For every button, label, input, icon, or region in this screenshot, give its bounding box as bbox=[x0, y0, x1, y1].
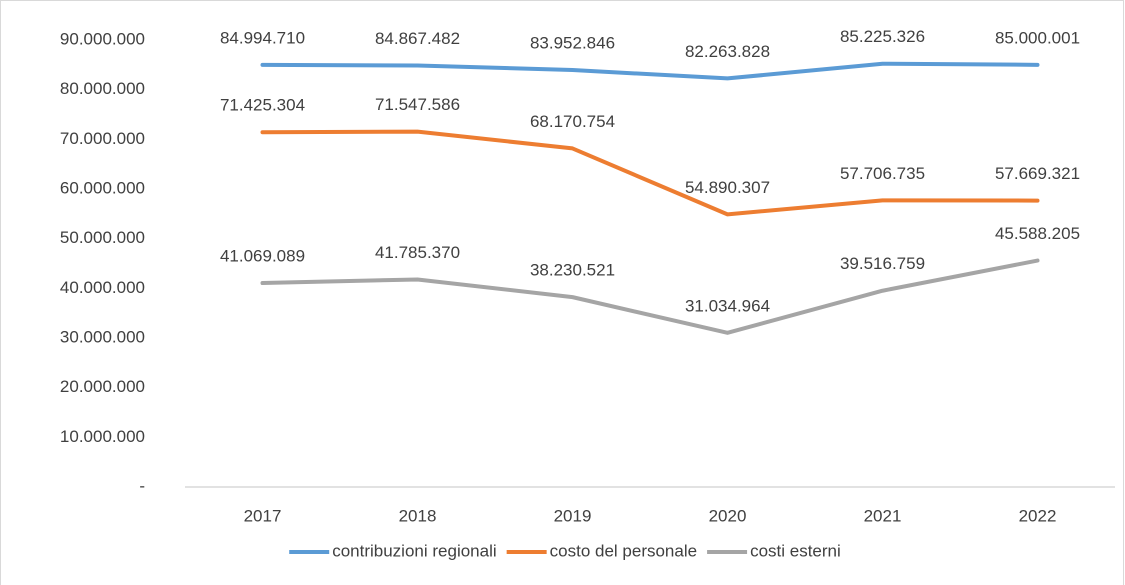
data-label: 84.867.482 bbox=[375, 29, 460, 48]
series-line bbox=[260, 61, 1040, 81]
data-label: 85.225.326 bbox=[840, 27, 925, 46]
series-line bbox=[260, 258, 1040, 335]
data-label: 71.425.304 bbox=[220, 96, 305, 115]
data-label: 41.785.370 bbox=[375, 243, 460, 262]
y-tick-label: 60.000.000 bbox=[60, 178, 145, 197]
y-tick-label: 10.000.000 bbox=[60, 427, 145, 446]
x-tick-label: 2021 bbox=[864, 506, 902, 525]
data-label: 31.034.964 bbox=[685, 296, 770, 315]
legend-label: costi esterni bbox=[750, 541, 841, 560]
data-label: 41.069.089 bbox=[220, 247, 305, 266]
x-tick-label: 2017 bbox=[244, 506, 282, 525]
x-tick-label: 2019 bbox=[554, 506, 592, 525]
y-tick-label: 20.000.000 bbox=[60, 377, 145, 396]
y-tick-label: 30.000.000 bbox=[60, 327, 145, 346]
series-line bbox=[260, 129, 1040, 217]
data-label: 83.952.846 bbox=[530, 34, 615, 53]
data-label: 38.230.521 bbox=[530, 261, 615, 280]
data-label: 85.000.001 bbox=[995, 28, 1080, 47]
y-tick-label: - bbox=[139, 476, 145, 495]
y-tick-label: 80.000.000 bbox=[60, 79, 145, 98]
data-label: 71.547.586 bbox=[375, 95, 460, 114]
data-label: 68.170.754 bbox=[530, 112, 615, 131]
data-label: 84.994.710 bbox=[220, 28, 305, 47]
y-tick-label: 70.000.000 bbox=[60, 129, 145, 148]
data-label: 54.890.307 bbox=[685, 178, 770, 197]
x-tick-label: 2020 bbox=[709, 506, 747, 525]
legend-label: costo del personale bbox=[550, 541, 697, 560]
y-tick-label: 90.000.000 bbox=[60, 29, 145, 48]
x-tick-label: 2022 bbox=[1019, 506, 1057, 525]
data-label: 45.588.205 bbox=[995, 224, 1080, 243]
data-label: 82.263.828 bbox=[685, 42, 770, 61]
legend-label: contribuzioni regionali bbox=[332, 541, 496, 560]
data-label: 39.516.759 bbox=[840, 254, 925, 273]
y-tick-label: 40.000.000 bbox=[60, 278, 145, 297]
data-label: 57.706.735 bbox=[840, 164, 925, 183]
y-tick-label: 50.000.000 bbox=[60, 228, 145, 247]
x-tick-label: 2018 bbox=[399, 506, 437, 525]
data-label: 57.669.321 bbox=[995, 164, 1080, 183]
